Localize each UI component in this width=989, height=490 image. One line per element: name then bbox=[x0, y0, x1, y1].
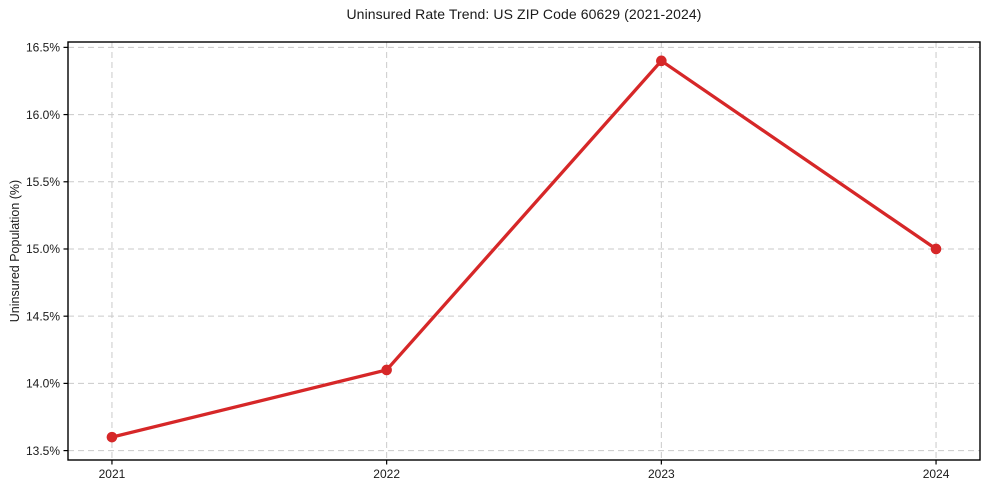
data-point-2022 bbox=[381, 364, 392, 376]
data-point-2023 bbox=[656, 55, 667, 67]
x-tick-label: 2022 bbox=[373, 467, 400, 481]
x-tick-label: 2023 bbox=[648, 467, 675, 481]
y-tick-label: 16.5% bbox=[26, 41, 60, 55]
y-tick-label: 13.5% bbox=[26, 444, 60, 458]
y-tick-label: 14.0% bbox=[26, 377, 60, 391]
data-point-2021 bbox=[106, 431, 118, 443]
y-tick-label: 14.5% bbox=[26, 309, 60, 323]
x-tick-label: 2024 bbox=[923, 467, 950, 481]
plot-border bbox=[67, 41, 981, 461]
data-point-2024 bbox=[930, 243, 942, 255]
chart-title: Uninsured Rate Trend: US ZIP Code 60629 … bbox=[346, 6, 702, 22]
x-tick-label: 2021 bbox=[99, 467, 126, 481]
y-tick-label: 15.5% bbox=[26, 175, 60, 189]
y-tick-label: 15.0% bbox=[26, 242, 60, 256]
y-tick-label: 16.0% bbox=[26, 108, 60, 122]
data-line bbox=[110, 59, 938, 439]
